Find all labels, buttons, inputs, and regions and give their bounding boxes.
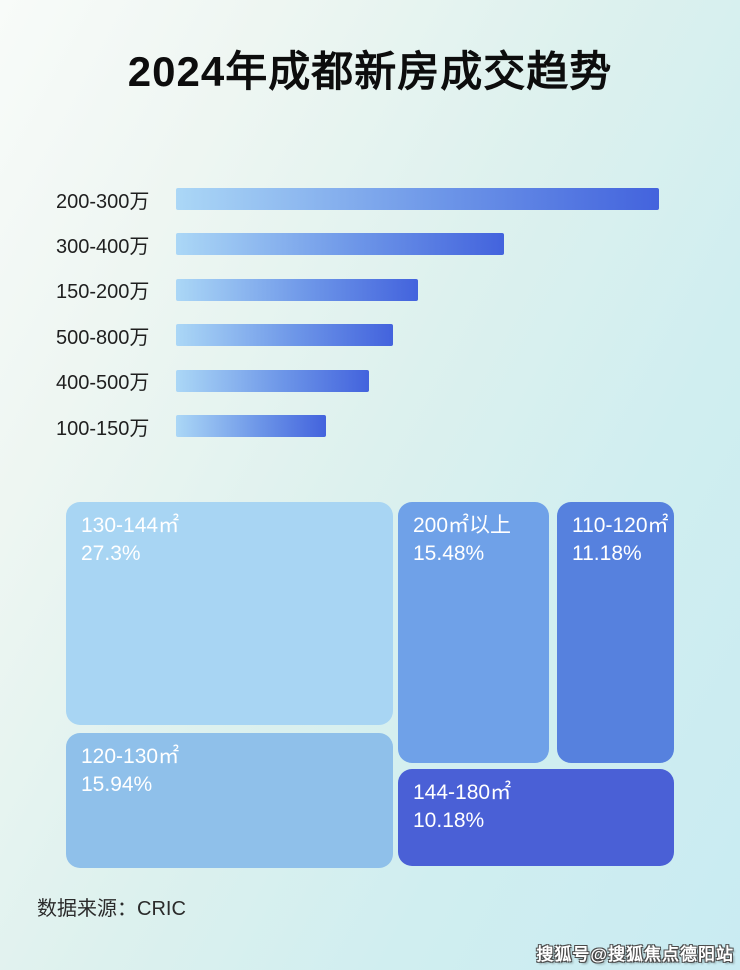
- bar-category-label: 200-300万: [56, 190, 150, 213]
- treemap-block: 200㎡以上 15.48%: [398, 502, 549, 763]
- price-bar: [176, 278, 418, 301]
- bar-row: 150-200万: [56, 278, 418, 303]
- bar-category-label: 500-800万: [56, 326, 150, 349]
- bar-row: 400-500万: [56, 369, 369, 394]
- bar-row: 300-400万: [56, 233, 504, 258]
- bar-row: 100-150万: [56, 415, 326, 440]
- treemap-block: 110-120㎡ 11.18%: [557, 502, 674, 763]
- treemap-block: 144-180㎡ 10.18%: [398, 769, 674, 866]
- treemap-block: 120-130㎡ 15.94%: [66, 733, 393, 868]
- treemap-block-value: 15.48%: [413, 541, 485, 565]
- bar-row: 500-800万: [56, 324, 393, 349]
- bar-row: 200-300万: [56, 188, 659, 213]
- treemap-block-value: 27.3%: [81, 541, 141, 565]
- treemap-block-label: 130-144㎡: [81, 514, 180, 537]
- bar-category-label: 400-500万: [56, 372, 150, 395]
- bar-category-label: 300-400万: [56, 235, 150, 258]
- treemap-block-label: 144-180㎡: [413, 781, 512, 804]
- bar-category-label: 150-200万: [56, 281, 150, 304]
- treemap-block-label: 120-130㎡: [81, 745, 180, 768]
- bar-category-label: 100-150万: [56, 417, 150, 440]
- treemap-block-value: 10.18%: [413, 808, 485, 832]
- treemap-block-label: 110-120㎡: [572, 514, 669, 537]
- price-bar: [176, 188, 659, 210]
- treemap-block-value: 11.18%: [572, 541, 642, 565]
- data-source-label: 数据来源：CRIC: [37, 898, 186, 920]
- price-bar: [176, 233, 504, 256]
- page-title: 2024年成都新房成交趋势: [127, 48, 613, 95]
- watermark: 搜狐号@搜狐焦点德阳站: [536, 945, 734, 964]
- price-bar: [176, 324, 393, 347]
- treemap-block-label: 200㎡以上: [413, 514, 512, 537]
- treemap-block-value: 15.94%: [81, 772, 153, 796]
- price-bar: [176, 415, 326, 437]
- price-range-bar-chart: 200-300万 300-400万 150-200万 500-800万 400-500万…: [56, 188, 696, 440]
- treemap-block: 130-144㎡ 27.3%: [66, 502, 393, 725]
- price-bar: [176, 369, 369, 392]
